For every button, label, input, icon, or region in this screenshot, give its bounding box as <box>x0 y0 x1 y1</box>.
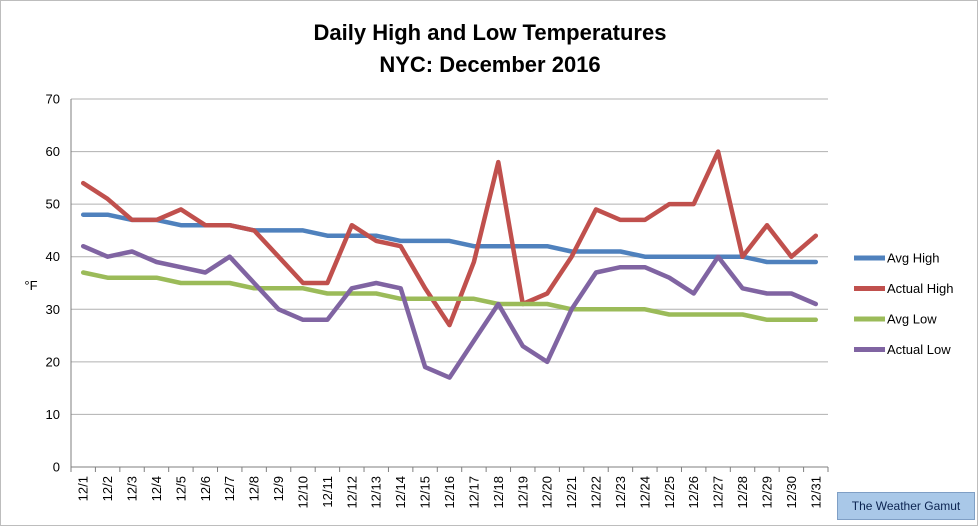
y-tick-label: 30 <box>46 302 60 317</box>
x-tick-label: 12/8 <box>247 476 262 501</box>
chart-subtitle: NYC: December 2016 <box>379 52 600 77</box>
y-tick-label: 70 <box>46 92 60 107</box>
x-tick-label: 12/26 <box>686 476 701 509</box>
series-line-avg-low <box>80 270 819 323</box>
x-tick-label: 12/6 <box>198 476 213 501</box>
x-tick-label: 12/1 <box>76 476 91 501</box>
x-tick-label: 12/10 <box>295 476 310 509</box>
x-tick-label: 12/31 <box>808 476 823 509</box>
axes: 0 10 20 30 40 50 60 70 12/1 12/2 12/3 12/4 12/5 12/6 1… <box>46 92 829 509</box>
legend-label: Actual Low <box>887 342 951 357</box>
y-tick-label: 50 <box>46 197 60 212</box>
legend-label: Avg Low <box>887 312 937 327</box>
legend-label: Avg High <box>887 251 940 266</box>
x-tick-label: 12/12 <box>344 476 359 509</box>
series-line-actual-low <box>80 243 819 380</box>
y-tick-label: 60 <box>46 144 60 159</box>
x-tick-label: 12/3 <box>125 476 140 501</box>
x-tick-label: 12/25 <box>662 476 677 509</box>
series-lines <box>80 149 819 380</box>
x-tick-label: 12/18 <box>491 476 506 509</box>
y-tick-label: 0 <box>53 460 60 475</box>
x-tick-label: 12/5 <box>173 476 188 501</box>
series-line-actual-high <box>80 149 819 328</box>
x-tick-label: 12/2 <box>100 476 115 501</box>
x-tick-label: 12/4 <box>149 476 164 501</box>
y-tick-label: 10 <box>46 407 60 422</box>
x-tick-label: 12/27 <box>711 476 726 509</box>
series-line-avg-high <box>80 212 819 265</box>
y-tick-label: 20 <box>46 354 60 369</box>
x-tick-label: 12/20 <box>540 476 555 509</box>
x-tick-label: 12/7 <box>222 476 237 501</box>
gridlines <box>71 98 828 468</box>
chart-title: Daily High and Low Temperatures <box>314 20 667 45</box>
x-tick-label: 12/29 <box>759 476 774 509</box>
x-tick-label: 12/23 <box>613 476 628 509</box>
watermark-badge: The Weather Gamut <box>837 492 975 520</box>
y-axis-label: °F <box>24 278 37 293</box>
x-tick-label: 12/11 <box>320 476 335 508</box>
x-tick-label: 12/19 <box>515 476 530 509</box>
x-tick-label: 12/28 <box>735 476 750 509</box>
x-tick-label: 12/9 <box>271 476 286 501</box>
y-tick-label: 40 <box>46 249 60 264</box>
x-tick-label: 12/22 <box>589 476 604 509</box>
x-tick-label: 12/16 <box>442 476 457 509</box>
x-tick-label: 12/21 <box>564 476 579 509</box>
x-tick-label: 12/14 <box>393 476 408 509</box>
x-tick-label: 12/24 <box>637 476 652 509</box>
x-tick-label: 12/30 <box>784 476 799 509</box>
x-tick-label: 12/15 <box>418 476 433 509</box>
x-tick-label: 12/17 <box>466 476 481 509</box>
x-tick-label: 12/13 <box>369 476 384 509</box>
legend: Avg High Actual High Avg Low Actual Low <box>854 251 953 357</box>
legend-label: Actual High <box>887 281 953 296</box>
